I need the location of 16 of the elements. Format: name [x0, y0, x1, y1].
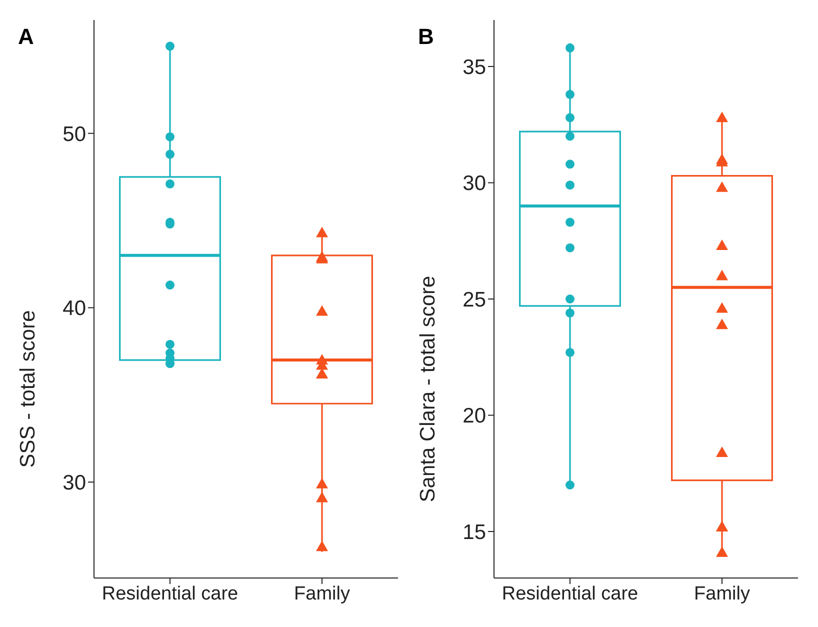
x-tick-label: Family: [294, 583, 350, 604]
y-axis-title: SSS - total score: [16, 310, 40, 468]
x-tick-label: Residential care: [502, 583, 638, 604]
y-tick-label: 15: [462, 520, 486, 544]
y-tick-label: 35: [462, 56, 486, 79]
chart-title: A: [18, 24, 34, 50]
y-tick-label: 20: [462, 404, 486, 428]
y-tick-label: 25: [462, 288, 486, 312]
x-tick-label: Family: [694, 583, 750, 604]
y-tick-label: 30: [62, 472, 86, 495]
y-tick-label: 30: [462, 172, 486, 196]
x-tick-label: Residential care: [102, 583, 238, 604]
y-axis-title: Santa Clara - total score: [416, 276, 440, 502]
chart-title: B: [418, 24, 434, 50]
y-tick-label: 50: [62, 122, 86, 146]
y-tick-label: 40: [62, 297, 86, 320]
